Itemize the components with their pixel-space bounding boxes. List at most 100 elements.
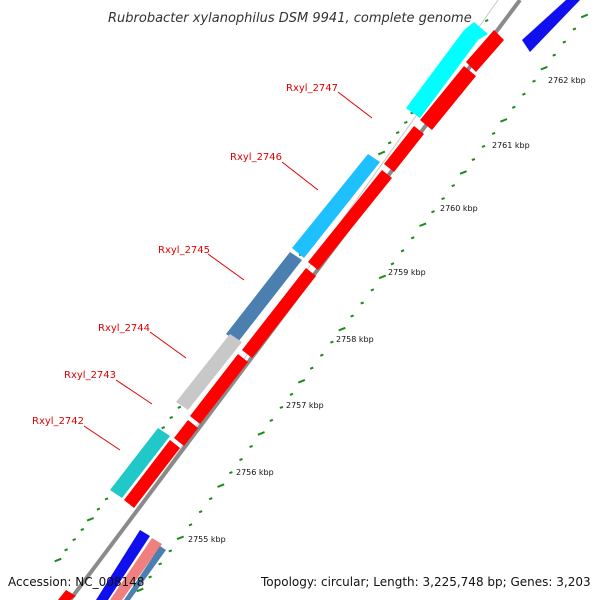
tick-label-2756: 2756 kbp	[236, 468, 274, 477]
tick-label-2755: 2755 kbp	[188, 535, 226, 544]
tick-dot	[370, 288, 375, 292]
tick-dot	[330, 340, 334, 344]
tick-dot	[360, 301, 365, 305]
gene-label-rxyl-2744[interactable]: Rxyl_2744	[98, 323, 150, 334]
tick-dot	[419, 222, 427, 227]
accession-text: Accession: NC_008148	[8, 575, 144, 589]
tick-dot	[540, 65, 548, 71]
tick-dot	[403, 120, 408, 124]
tick-dot	[491, 131, 496, 135]
gene-rxyl-2746-block[interactable]	[292, 154, 380, 258]
tick-dot	[431, 210, 435, 214]
tick-label-2760: 2760 kbp	[440, 204, 478, 213]
tick-dot	[338, 326, 346, 332]
gene-forward-2742[interactable]	[124, 440, 180, 508]
gene-forward-bottom[interactable]	[110, 538, 162, 600]
label-leader-lines	[83, 91, 373, 451]
tick-dot	[54, 557, 62, 563]
tick-dot	[471, 157, 476, 162]
tick-dot	[136, 587, 144, 593]
gene-forward-bottom-red[interactable]	[58, 590, 76, 600]
tick-label-2762: 2762 kbp	[548, 76, 586, 85]
tick-dot	[72, 538, 77, 542]
tick-dot	[297, 378, 306, 384]
tick-dot	[552, 53, 557, 57]
tick-dot	[249, 444, 253, 449]
tick-label-2757: 2757 kbp	[286, 401, 324, 410]
tick-dot	[279, 405, 284, 409]
tick-label-2758: 2758 kbp	[336, 335, 374, 344]
tick-dot	[158, 562, 163, 566]
tick-dot	[104, 497, 109, 501]
forward-strand-genes	[58, 30, 504, 600]
tick-dot	[400, 249, 405, 253]
topology-text: Topology: circular; Length: 3,225,748 bp…	[260, 575, 591, 589]
gene-forward-2746a[interactable]	[384, 126, 424, 172]
tick-dot	[269, 418, 274, 422]
tick-dot	[168, 549, 173, 553]
gene-labels: Rxyl_2742 Rxyl_2743 Rxyl_2744 Rxyl_2745 …	[32, 83, 338, 427]
tick-dot	[148, 575, 152, 579]
tick-dot	[86, 517, 95, 522]
genome-title: Rubrobacter xylanophilus DSM 9941, compl…	[108, 11, 472, 26]
tick-dot	[562, 40, 567, 44]
reverse-strand-genes	[96, 0, 580, 600]
tick-dot	[377, 150, 386, 156]
gene-label-rxyl-2742[interactable]: Rxyl_2742	[32, 416, 84, 427]
tick-dot	[522, 92, 526, 96]
tick-dot	[217, 483, 225, 488]
tick-dot	[387, 141, 392, 145]
tick-dot	[451, 184, 456, 188]
tick-dot	[580, 13, 589, 19]
gene-forward-top[interactable]	[466, 30, 504, 72]
tick-dot	[484, 19, 489, 23]
tick-label-2759: 2759 kbp	[388, 268, 426, 277]
tick-dot	[257, 431, 265, 436]
gene-bottom-blue[interactable]	[96, 530, 150, 600]
tick-dot	[188, 523, 193, 527]
tick-dot	[289, 392, 294, 396]
gene-rxyl-2742-block[interactable]	[110, 428, 170, 498]
kbp-tick-labels: 2755 kbp 2756 kbp 2757 kbp 2758 kbp 2759…	[188, 76, 586, 544]
gene-forward-2745[interactable]	[242, 268, 316, 358]
gene-rxyl-2745-block[interactable]	[226, 252, 302, 342]
gene-label-rxyl-2746[interactable]: Rxyl_2746	[230, 152, 282, 163]
tick-dot	[309, 366, 314, 370]
leader-rxyl-2742	[83, 425, 121, 451]
tick-dot	[395, 131, 400, 135]
gene-forward-2744[interactable]	[190, 354, 248, 424]
tick-dot	[319, 353, 324, 357]
leader-rxyl-2744	[149, 331, 187, 359]
leader-rxyl-2747	[337, 91, 373, 119]
tick-dot	[532, 79, 536, 83]
tick-dot	[481, 144, 486, 148]
gene-forward-2747[interactable]	[420, 66, 476, 130]
tick-dot	[511, 105, 516, 109]
gene-label-rxyl-2747[interactable]: Rxyl_2747	[286, 83, 338, 94]
tick-dot	[459, 170, 467, 175]
gene-label-rxyl-2745[interactable]: Rxyl_2745	[158, 245, 210, 256]
gene-label-rxyl-2743[interactable]: Rxyl_2743	[64, 370, 116, 381]
gene-top-right-blue[interactable]	[522, 0, 580, 52]
tick-dot	[169, 415, 174, 420]
tick-dot	[500, 118, 508, 123]
tick-dot	[64, 548, 68, 552]
tick-dot	[177, 405, 182, 409]
tick-dot	[198, 510, 203, 514]
tick-dot	[80, 527, 85, 532]
tick-dot	[378, 274, 387, 280]
gene-rxyl-2747-block[interactable]	[406, 30, 478, 118]
gene-rxyl-2747-block-tip[interactable]	[464, 22, 488, 40]
tick-dot	[161, 426, 166, 430]
leader-rxyl-2743	[115, 379, 153, 405]
gene-forward-2746b[interactable]	[308, 170, 392, 270]
gene-forward-bottom-steel[interactable]	[124, 546, 166, 600]
tick-dot	[96, 507, 101, 511]
tick-dot	[350, 314, 354, 318]
tick-dot	[239, 457, 243, 462]
gene-forward-2743[interactable]	[174, 420, 198, 446]
tick-dot	[572, 27, 577, 31]
tick-dot	[441, 197, 445, 201]
gene-rxyl-2744-block[interactable]	[176, 334, 242, 410]
